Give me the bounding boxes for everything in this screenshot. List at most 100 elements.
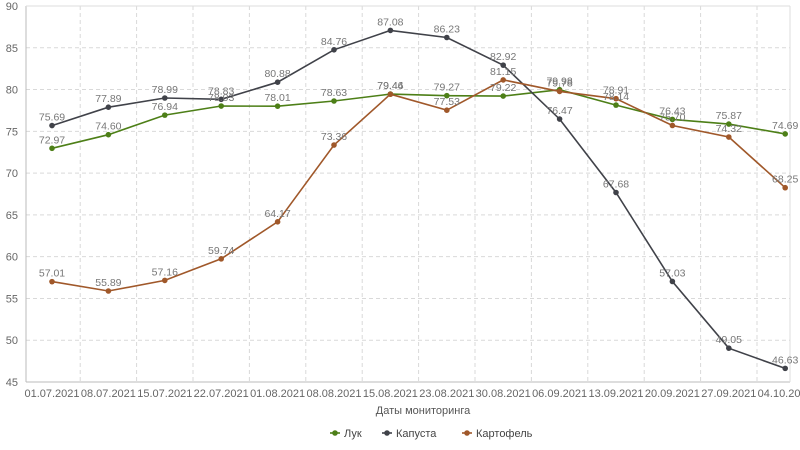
data-point: [162, 95, 168, 101]
data-label: 76.43: [659, 105, 685, 117]
data-label: 64.17: [264, 208, 290, 220]
data-point: [726, 134, 732, 140]
data-point: [669, 116, 676, 123]
data-point: [218, 96, 224, 103]
grid-lines: [26, 5, 790, 382]
x-tick-label: 04.10.2021: [758, 388, 800, 400]
y-tick-label: 45: [6, 377, 18, 389]
data-label: 77.53: [434, 96, 460, 108]
legend-label: Лук: [344, 428, 362, 440]
x-tick-label: 01.08.2021: [250, 388, 305, 400]
y-tick-label: 80: [6, 85, 18, 97]
data-labels: 72.97 74.60 76.94 78.03 78.01 78.63 79.46 79.27…: [39, 16, 799, 366]
data-point: [162, 277, 168, 284]
y-tick-label: 70: [6, 168, 18, 180]
data-point: [387, 27, 394, 34]
data-label: 78.83: [208, 85, 234, 97]
series-line: [51, 88, 786, 150]
data-point: [556, 116, 563, 122]
series-group: [49, 27, 788, 372]
data-label: 78.03: [208, 92, 234, 104]
data-point: [331, 98, 337, 104]
data-label: 77.89: [95, 93, 121, 105]
data-point: [218, 256, 224, 262]
legend-label: Картофель: [476, 428, 533, 440]
y-tick-label: 55: [6, 293, 18, 305]
data-label: 46.63: [772, 354, 798, 366]
data-label: 57.16: [152, 266, 178, 278]
series-line: [51, 79, 786, 292]
data-point: [105, 104, 112, 110]
axes: 45 50 55 60 65 70 75 80 85 90 01.07.2021 08.07.2021…: [6, 1, 800, 400]
x-tick-label: 27.09.2021: [701, 388, 756, 400]
data-label: 86.23: [434, 24, 460, 36]
data-point: [500, 62, 507, 68]
y-tick-label: 75: [6, 126, 18, 138]
data-label: 57.01: [39, 268, 65, 280]
data-label: 68.25: [772, 174, 798, 186]
data-point: [556, 88, 563, 95]
data-label: 80.88: [264, 68, 290, 80]
x-tick-label: 30.08.2021: [476, 388, 531, 400]
data-label: 79.44: [377, 80, 403, 92]
data-point: [331, 46, 337, 53]
data-point: [274, 79, 281, 86]
data-point: [49, 145, 55, 152]
data-point: [387, 91, 394, 98]
data-label: 76.47: [546, 105, 572, 117]
data-label: 79.46: [377, 80, 403, 92]
x-tick-label: 06.09.2021: [532, 388, 587, 400]
data-label: 82.92: [490, 51, 516, 63]
data-point: [444, 34, 450, 41]
data-point: [613, 102, 619, 108]
data-label: 78.14: [603, 91, 629, 103]
data-label: 78.01: [264, 92, 290, 104]
y-tick-label: 85: [6, 43, 18, 55]
data-label: 55.89: [95, 277, 121, 289]
data-point: [500, 77, 507, 83]
data-label: 72.97: [39, 134, 65, 146]
x-tick-label: 23.08.2021: [419, 388, 474, 400]
x-tick-label: 20.09.2021: [645, 388, 700, 400]
data-label: 79.27: [434, 82, 460, 94]
data-point: [105, 288, 112, 294]
data-point: [782, 131, 788, 137]
data-label: 78.63: [321, 87, 347, 99]
x-tick-label: 08.08.2021: [306, 388, 361, 400]
x-tick-label: 22.07.2021: [194, 388, 249, 400]
data-point: [613, 189, 619, 196]
data-point: [669, 122, 676, 129]
data-point: [613, 95, 619, 102]
data-point: [444, 107, 450, 113]
data-label: 76.94: [152, 101, 178, 113]
legend-swatch-marker: [332, 430, 338, 436]
data-label: 74.32: [716, 123, 742, 135]
data-point: [105, 131, 112, 138]
x-tick-label: 08.07.2021: [81, 388, 136, 400]
data-point: [274, 219, 281, 225]
legend-swatch-marker: [464, 430, 470, 436]
data-label: 74.69: [772, 120, 798, 132]
x-tick-label: 13.09.2021: [588, 388, 643, 400]
data-label: 79.98: [546, 76, 572, 88]
data-label: 78.99: [152, 84, 178, 96]
legend-swatch-marker: [384, 430, 390, 436]
data-point: [444, 92, 450, 99]
data-point: [782, 184, 788, 191]
y-tick-label: 50: [6, 335, 18, 347]
data-label: 59.74: [208, 245, 234, 257]
data-point: [218, 103, 224, 109]
x-axis-title: Даты мониторинга: [376, 405, 471, 417]
data-point: [726, 345, 732, 351]
data-point: [500, 93, 507, 99]
data-point: [49, 278, 55, 285]
data-point: [782, 365, 788, 372]
x-tick-label: 15.08.2021: [363, 388, 418, 400]
data-label: 79.22: [490, 82, 516, 94]
legend-label: Капуста: [396, 428, 437, 440]
data-point: [331, 142, 337, 148]
data-label: 79.78: [546, 77, 572, 89]
data-label: 75.69: [39, 112, 65, 124]
data-label: 84.76: [321, 36, 347, 48]
